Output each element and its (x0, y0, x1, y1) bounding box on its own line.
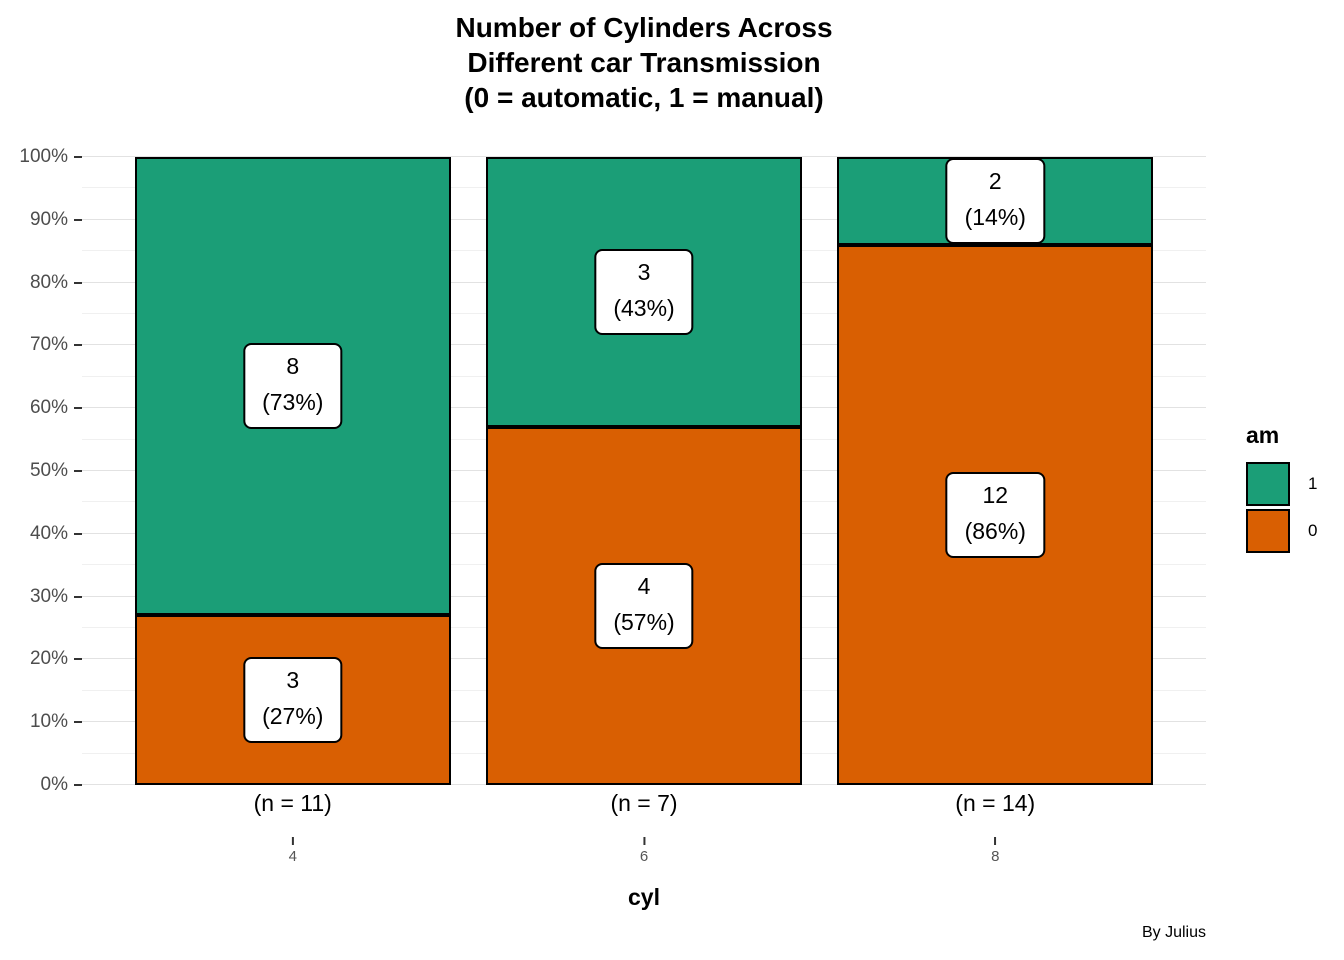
caption: By Julius (1141, 924, 1206, 941)
bar-value-label: 3 (43%) (594, 249, 694, 336)
legend-swatch (1246, 462, 1290, 506)
x-axis-group-8: (n = 14) 8 (955, 789, 1035, 865)
x-axis-tick-label: 8 (991, 848, 1000, 865)
y-axis-tick: 0% (41, 774, 82, 796)
bar-value-label: 8 (73%) (243, 343, 343, 430)
major-gridline (82, 156, 1206, 157)
x-axis-n-label: (n = 11) (253, 790, 332, 816)
bar-count: 3 (637, 259, 651, 286)
y-axis-tick-label: 60% (29, 397, 68, 419)
y-axis-tick-label: 80% (29, 271, 68, 293)
y-axis-tick: 40% (30, 523, 82, 545)
bar-count: 2 (988, 167, 1002, 194)
y-axis-tick-label: 10% (29, 711, 68, 733)
y-axis-tick: 100% (19, 146, 82, 168)
y-axis-tick-label: 30% (29, 585, 68, 607)
x-axis-tick-label: 6 (639, 848, 649, 865)
y-axis-tick-mark (74, 218, 82, 221)
y-axis-tick-label: 70% (29, 334, 68, 356)
y-axis-tick-mark (74, 156, 82, 158)
bar-value-label: 12 (86%) (945, 471, 1045, 558)
y-axis-tick: 50% (30, 460, 82, 482)
legend-entry-am-1: 1 (1246, 462, 1317, 506)
y-axis-tick-mark (74, 595, 82, 598)
bar-value-label: 4 (57%) (594, 563, 694, 650)
bar-percent: (73%) (262, 389, 324, 416)
bar-cyl-6: 3 (43%) 4 (57%) (485, 157, 803, 785)
x-axis-tick-label: 4 (288, 848, 297, 865)
x-axis-title: cyl (628, 884, 660, 910)
bar-value-label: 3 (27%) (243, 657, 343, 744)
y-axis-tick: 90% (30, 209, 82, 231)
x-axis-n-label: (n = 14) (955, 790, 1036, 816)
bar-percent: (27%) (262, 703, 324, 730)
bar-count: 8 (286, 353, 300, 380)
y-axis-tick-label: 50% (29, 460, 68, 481)
y-axis-tick-label: 40% (29, 522, 68, 544)
x-axis-tick-mark (994, 837, 997, 845)
y-axis-tick: 80% (30, 272, 82, 294)
y-axis-tick: 10% (30, 711, 82, 733)
x-axis-group-6: (n = 7) 6 (610, 789, 677, 865)
chart-title: Number of Cylinders Across Different car… (82, 10, 1206, 115)
y-axis-tick: 20% (30, 648, 82, 670)
y-axis-tick-mark (74, 407, 82, 410)
y-axis: 0% 10% 20% 30% 40% 50% 60% 70% 80% 90% 100% (0, 146, 82, 795)
plot-panel: 8 (73%) 3 (27%) 3 (43%) 4 (57%) 2 (14%) 12 (86%) (82, 156, 1206, 785)
y-axis-tick-label: 90% (29, 208, 68, 230)
y-axis-tick-mark (74, 470, 82, 472)
y-axis-tick: 30% (30, 586, 82, 608)
bar-cyl-8: 2 (14%) 12 (86%) (837, 157, 1154, 785)
x-axis-n-label: (n = 7) (610, 790, 678, 816)
x-axis: (n = 11) 4 (n = 7) 6 (n = 14) 8 (82, 789, 1206, 889)
chart-title-line-2: Different car Transmission (467, 47, 821, 78)
bar-value-label: 2 (14%) (945, 157, 1045, 244)
bar-percent: (86%) (964, 517, 1026, 544)
bar-percent: (43%) (613, 295, 675, 322)
bar-count: 12 (982, 481, 1009, 508)
y-axis-tick-mark (74, 281, 82, 284)
x-axis-group-4: (n = 11) 4 (254, 789, 332, 865)
y-axis-tick-label: 100% (19, 146, 68, 167)
y-axis-tick-label: 20% (29, 648, 68, 670)
bar-cyl-4: 8 (73%) 3 (27%) (134, 157, 451, 785)
y-axis-tick: 70% (30, 334, 82, 356)
y-axis-tick-mark (74, 532, 82, 535)
x-axis-tick-mark (643, 837, 645, 845)
y-axis-tick: 60% (30, 397, 82, 419)
bar-percent: (14%) (964, 203, 1026, 230)
legend-entry-label: 1 (1308, 474, 1318, 493)
chart-title-line-1: Number of Cylinders Across (455, 12, 833, 43)
y-axis-tick-mark (74, 658, 82, 661)
y-axis-tick-label: 0% (40, 774, 68, 795)
bar-count: 3 (286, 667, 300, 694)
y-axis-tick-mark (74, 721, 82, 724)
legend-entry-label: 0 (1308, 521, 1318, 540)
bar-count: 4 (637, 573, 651, 600)
legend-title: am (1246, 422, 1280, 448)
y-axis-tick-mark (74, 344, 82, 347)
legend-swatch (1246, 509, 1290, 553)
x-axis-tick-mark (291, 837, 294, 845)
chart-title-line-3: (0 = automatic, 1 = manual) (464, 82, 824, 113)
y-axis-tick-mark (74, 784, 82, 786)
legend-entry-am-0: 0 (1246, 509, 1317, 553)
bar-percent: (57%) (613, 609, 675, 636)
